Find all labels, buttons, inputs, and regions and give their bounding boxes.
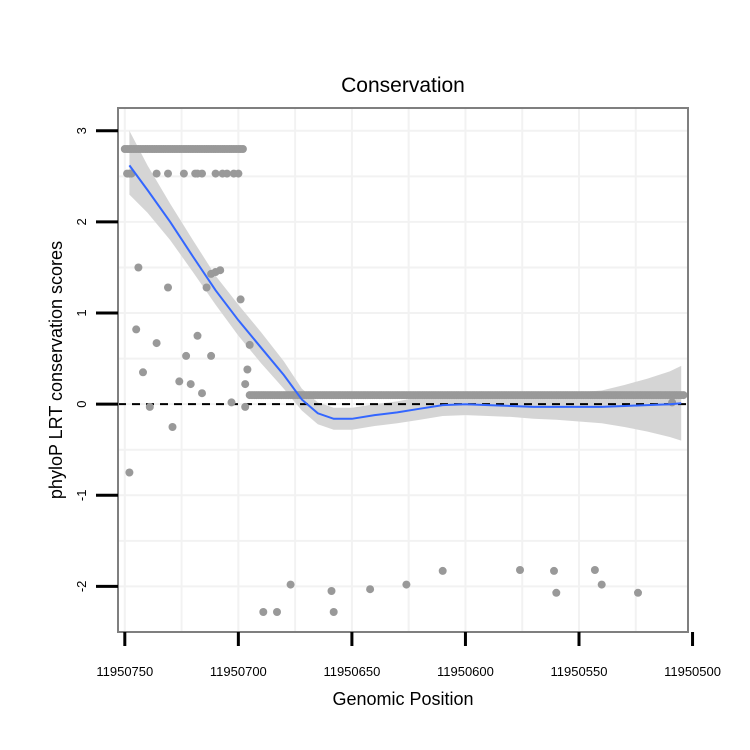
data-point [241,402,250,411]
data-point [550,566,558,575]
data-point-second-row [223,169,231,178]
smooth-trend-line [128,164,682,420]
data-point [139,368,147,377]
y-tick-label: 3 [74,127,89,134]
x-axis: 11950750 11950700 11950650 11950600 11950550… [96,632,721,679]
y-tick-label: 1 [74,309,89,316]
x-tick-label: 11950750 [96,664,153,679]
data-point [182,351,191,360]
data-point [366,585,375,594]
data-point [132,325,141,334]
confidence-band [129,130,682,441]
x-tick-label: 11950500 [664,664,721,679]
data-point [125,468,134,477]
data-point [329,608,338,616]
y-axis: -2 -1 0 1 2 3 [74,127,118,592]
data-point [245,340,254,349]
data-point [193,331,202,340]
data-point-top-row [238,145,247,153]
data-point [164,283,172,292]
data-point [186,380,195,389]
data-point [590,566,599,574]
chart-title: Conservation [341,74,465,97]
data-point-second-row [211,169,220,178]
y-tick-label: -2 [74,581,89,593]
data-point-second-row [179,169,188,178]
data-point [236,295,245,304]
panel-border [117,107,689,633]
data-point-second-row [164,169,172,178]
data-point-second-row [198,169,206,178]
x-tick-label: 11950600 [437,664,494,679]
smooth-line-layer [128,164,682,420]
y-tick-label: 2 [74,218,89,225]
x-tick-label: 11950700 [210,664,267,679]
x-tick-label: 11950550 [551,664,608,679]
confidence-band-layer [129,130,682,441]
data-point [273,608,281,616]
data-point-plateau [679,391,688,400]
data-point [552,588,561,597]
data-point [207,351,216,360]
data-point-second-row [234,169,243,178]
data-point [198,389,206,398]
data-point [634,588,642,597]
data-point [243,365,252,374]
data-point [327,587,336,595]
data-points-layer [120,145,688,616]
x-axis-title: Genomic Position [332,689,473,709]
y-axis-title: phyloP LRT conservation scores [46,241,66,499]
data-point [286,580,295,589]
grid-lines [118,108,688,632]
data-point [259,608,268,616]
data-point [516,566,524,574]
y-tick-label: 0 [74,401,89,408]
data-point [145,402,154,411]
data-point [216,266,225,275]
data-point [175,377,184,386]
data-point [152,339,161,348]
data-point [227,398,236,407]
data-point [202,283,211,292]
data-point [402,580,411,589]
x-tick-label: 11950650 [323,664,380,679]
data-point [241,380,250,389]
y-tick-label: -1 [74,490,89,502]
data-point [597,580,606,589]
data-point-second-row [152,169,161,178]
data-point [438,566,447,575]
data-point [168,423,177,431]
data-point [134,263,143,272]
